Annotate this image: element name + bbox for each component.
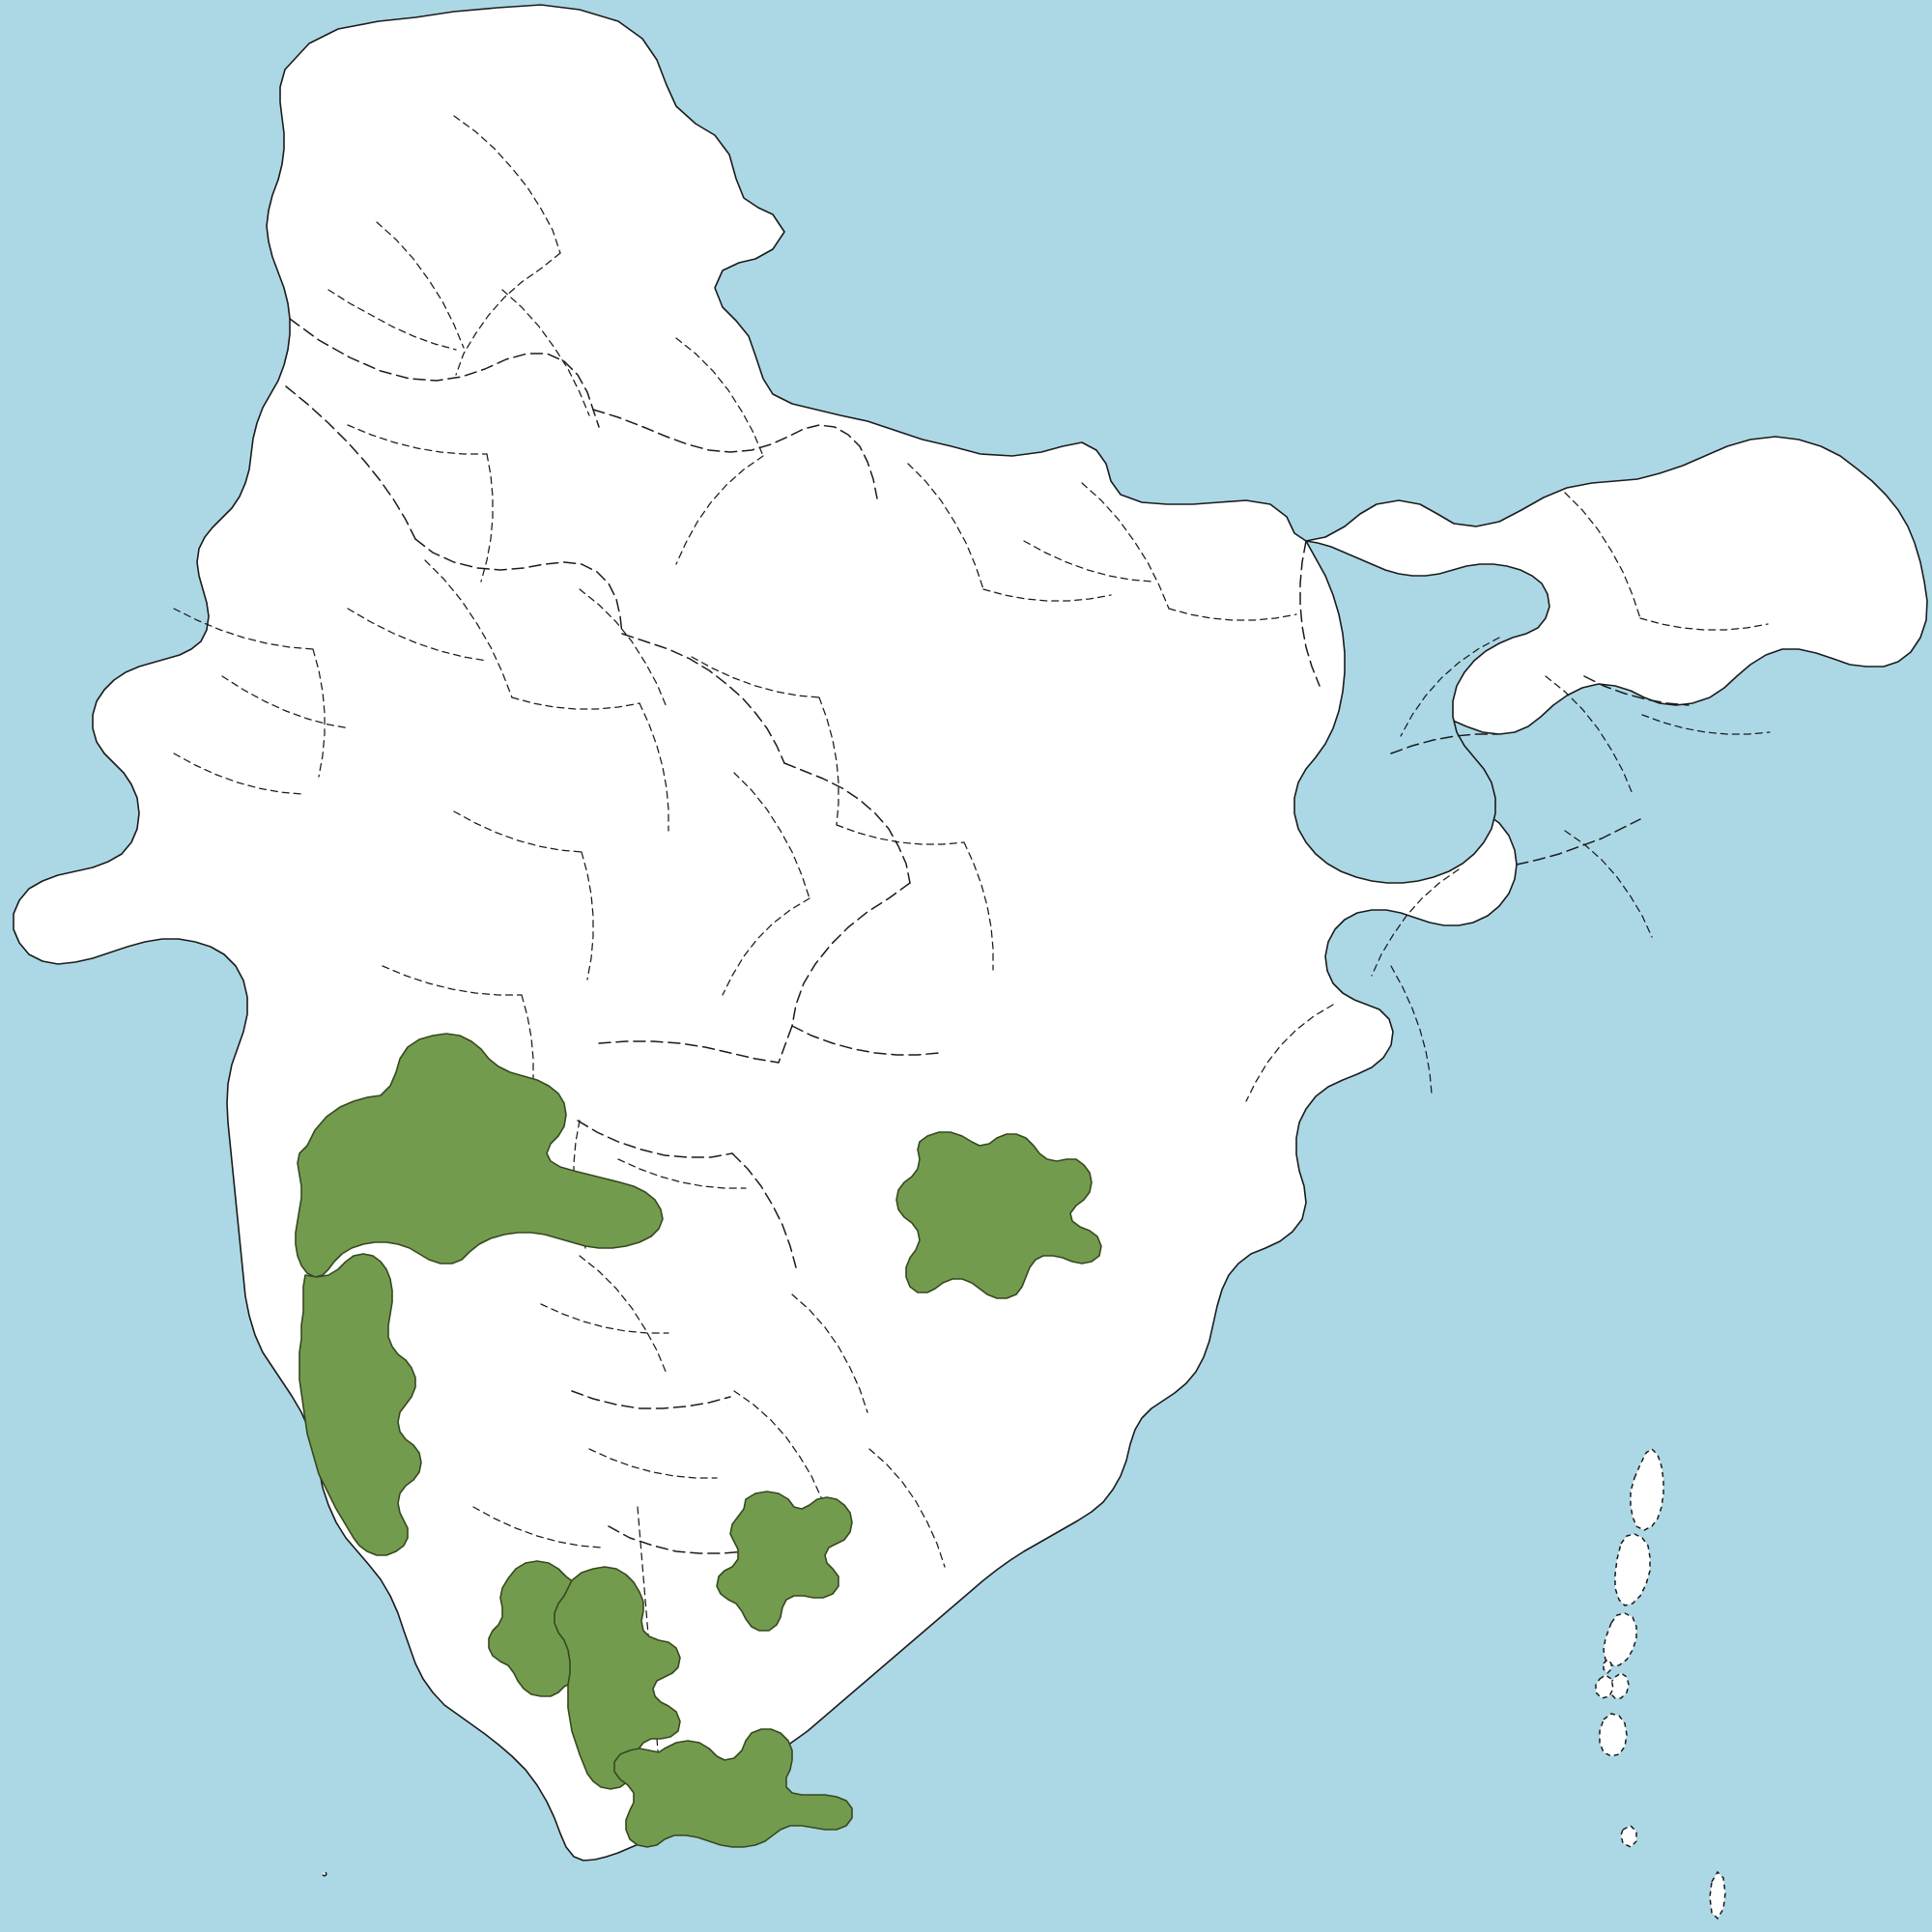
- island-lakshadweep-dot: [322, 1871, 327, 1877]
- highlight-district-nilgiri-east[interactable]: [554, 1566, 681, 1790]
- highlight-district-eastern-ghats-odisha[interactable]: [895, 1131, 1102, 1299]
- district-boundaries: [173, 115, 1771, 1763]
- highlight-district-eastern-tn-coast[interactable]: [716, 1491, 853, 1632]
- island-nicobar-small: [1620, 1825, 1637, 1848]
- island-north-andaman: [1630, 1448, 1664, 1531]
- island-nicobar-southern: [1709, 1870, 1726, 1920]
- highlight-district-southern-tn[interactable]: [613, 1728, 853, 1848]
- island-south-andaman: [1603, 1612, 1637, 1666]
- bangladesh-gap: [1293, 539, 1550, 884]
- highlight-district-konkan-north[interactable]: [295, 1033, 664, 1278]
- island-car-nicobar: [1603, 1658, 1612, 1675]
- india-mainland: [13, 4, 1928, 1861]
- island-great-nicobar: [1599, 1713, 1628, 1757]
- island-katchal: [1595, 1674, 1614, 1699]
- island-middle-andaman: [1614, 1533, 1651, 1606]
- highlight-district-konkan-south[interactable]: [298, 1253, 422, 1556]
